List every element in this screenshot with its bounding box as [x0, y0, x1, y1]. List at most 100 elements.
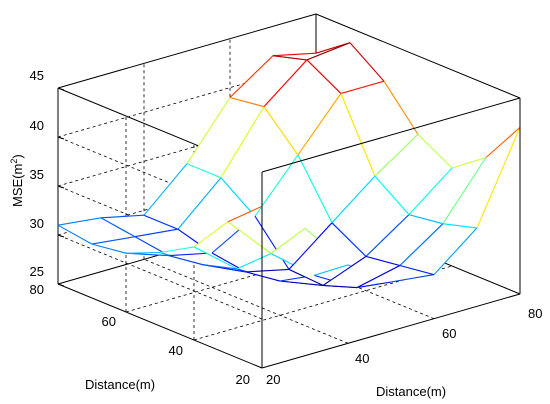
surface-edge	[100, 214, 145, 219]
z-tick-40: 40	[30, 118, 44, 133]
surface-edge	[193, 221, 229, 248]
surface-edge	[399, 264, 435, 276]
surface-edge	[340, 80, 385, 95]
surface-face	[366, 214, 443, 266]
surface-face	[332, 176, 409, 257]
surface-edge	[442, 223, 478, 229]
surface-edge	[245, 271, 281, 282]
z-tick-35: 35	[30, 167, 44, 182]
surface-edge	[297, 154, 333, 224]
surface-face	[357, 265, 434, 288]
box-edge	[315, 13, 521, 99]
box-edge-front	[261, 293, 521, 369]
surface-face	[58, 217, 135, 245]
surface-edge	[125, 251, 161, 254]
surface-edge	[288, 268, 324, 286]
surface-face	[101, 215, 178, 237]
surface-edge	[186, 97, 231, 164]
surface-edge	[340, 93, 376, 177]
surface-face	[375, 134, 452, 215]
surface-edge	[408, 214, 444, 225]
surface-edge	[220, 106, 265, 178]
z-tick-25: 25	[30, 264, 44, 279]
z-tick-mark	[57, 136, 65, 140]
surface-edge	[227, 221, 272, 254]
surface-edge	[297, 93, 342, 156]
surface-edge	[91, 243, 127, 254]
surface-edge	[229, 96, 265, 108]
surface-face	[264, 59, 341, 155]
y-tick-60: 60	[102, 314, 116, 329]
surface-face	[92, 236, 169, 256]
surface-edge	[186, 163, 222, 179]
z-tick-mark	[57, 283, 65, 287]
surface-edge	[365, 214, 410, 257]
surface-edge	[143, 214, 179, 230]
surface-edge	[374, 134, 419, 177]
z-tick-45: 45	[30, 68, 44, 83]
surface-face	[298, 93, 375, 223]
x-tick-80: 80	[528, 306, 542, 321]
surface-edge	[288, 222, 333, 270]
surface-edge	[476, 127, 521, 229]
axes-front-box	[57, 87, 521, 369]
x-axis-label: Distance(m)	[376, 384, 446, 399]
surface-edge	[134, 228, 179, 238]
surface-edge	[91, 236, 136, 245]
surface-face	[443, 127, 520, 228]
surface-edge	[331, 222, 367, 257]
surface-edge	[279, 280, 324, 286]
surface-edge	[57, 224, 93, 245]
surface-edge	[193, 246, 238, 270]
surface-edge	[408, 167, 453, 215]
box-edge-front	[57, 283, 263, 369]
z-axis-label: MSE(m2)	[9, 154, 25, 207]
x-tick-40: 40	[355, 351, 369, 366]
surface-edge	[356, 281, 392, 289]
x-tick-60: 60	[442, 326, 456, 341]
surface-edge	[202, 264, 238, 270]
surface-edge	[177, 177, 222, 230]
surface-face	[273, 42, 350, 60]
surface-edge	[390, 274, 435, 283]
surface-face	[409, 157, 486, 224]
surface-edge	[270, 227, 306, 254]
surface-edge	[227, 205, 263, 223]
surface-face	[144, 163, 221, 230]
surface-edge	[485, 126, 521, 158]
grid-line-z	[57, 234, 263, 320]
surface-edge	[313, 264, 349, 276]
surface-face	[230, 55, 307, 107]
surface-face	[323, 256, 400, 288]
surface-edge	[263, 106, 299, 156]
surface-edge	[442, 157, 487, 224]
surface-edge	[399, 223, 444, 266]
surface-edge	[383, 80, 419, 135]
surface-edge	[374, 175, 410, 215]
surface-edge	[365, 255, 401, 267]
surface-edge	[229, 55, 274, 98]
surface-edge	[159, 246, 195, 254]
surface-edge	[349, 42, 385, 82]
surface-mesh	[57, 42, 521, 289]
surface-edge	[331, 175, 376, 224]
surface-edge	[433, 227, 478, 275]
surface-face	[289, 222, 366, 286]
surface-edge	[57, 217, 102, 226]
surface-edge	[143, 163, 188, 216]
surface-edge	[451, 156, 487, 169]
surface-face	[178, 177, 255, 253]
surface-edge	[254, 215, 290, 270]
surface-edge	[263, 59, 308, 107]
box-edge	[57, 13, 317, 89]
surface-edge	[168, 255, 204, 266]
grid-line-x	[143, 258, 349, 344]
surface-edge	[272, 55, 308, 61]
z-tick-30: 30	[30, 216, 44, 231]
y-tick-40: 40	[169, 343, 183, 358]
surface-edge	[100, 217, 136, 238]
z-tick-mark	[57, 87, 65, 91]
surface-face	[221, 106, 298, 217]
surface-edge	[306, 42, 351, 61]
surface-edge	[356, 265, 401, 289]
